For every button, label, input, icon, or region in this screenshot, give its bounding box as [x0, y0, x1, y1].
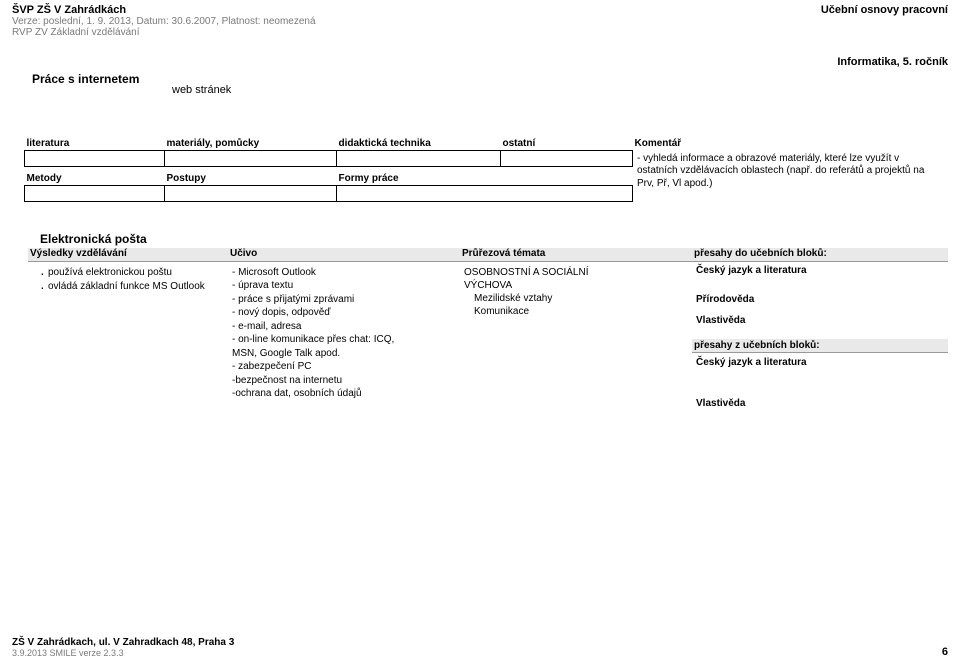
cell-ostatni: [501, 151, 633, 167]
th-komentar: Komentář: [633, 136, 945, 151]
ucivo-line: -bezpečnost na internetu: [232, 374, 454, 388]
page-root: ŠVP ZŠ V Zahrádkách Verze: poslední, 1. …: [0, 0, 960, 662]
page-number: 6: [942, 646, 948, 658]
th-materialy: materiály, pomůcky: [165, 136, 337, 151]
rvp-line: RVP ZV Základní vzdělávání: [12, 27, 316, 38]
komentar-text: - vyhledá informace a obrazové materiály…: [637, 153, 941, 191]
ucivo-line: - práce s přijatými zprávami: [232, 293, 454, 307]
footer-address: ZŠ V Zahrádkach, ul. V Zahradkach 48, Pr…: [12, 637, 234, 648]
prurez-sub: Komunikace: [464, 305, 686, 318]
th-prurez: Průřezová témata: [460, 248, 692, 262]
header-right: Učební osnovy pracovní: [821, 4, 948, 16]
cell-literatura: [25, 151, 165, 167]
school-name: ŠVP ZŠ V Zahrádkách: [12, 4, 316, 16]
prurez-sub: Mezilidské vztahy: [464, 292, 686, 305]
th-didakticka: didaktická technika: [337, 136, 501, 151]
presahy-do-item: Vlastivěda: [696, 314, 942, 327]
prurez-heading: VÝCHOVA: [464, 279, 686, 292]
presahy-z-item: Český jazyk a literatura: [696, 356, 942, 369]
cell-postupy: [165, 185, 337, 201]
footer-version: 3.9.2013 SMILE verze 2.3.3: [12, 648, 234, 658]
presahy-do-item: Český jazyk a literatura: [696, 264, 942, 277]
th-presahy-do: přesahy do učebních bloků:: [692, 248, 948, 262]
presahy-z-header: přesahy z učebních bloků:: [692, 339, 948, 353]
prurez-heading: OSOBNOSTNÍ A SOCIÁLNÍ: [464, 266, 686, 279]
resources-table: literatura materiály, pomůcky didaktická…: [24, 136, 945, 202]
ucivo-line: - Microsoft Outlook: [232, 266, 454, 280]
th-metody: Metody: [25, 171, 165, 186]
cell-vysledky: používá elektronickou poštu ovládá zákla…: [28, 261, 228, 414]
cell-ucivo: - Microsoft Outlook - úprava textu - prá…: [228, 261, 460, 414]
ucivo-line: -ochrana dat, osobních údajů: [232, 387, 454, 401]
presahy-z-item: Vlastivěda: [696, 397, 942, 410]
cell-formy: [337, 185, 633, 201]
header-left: ŠVP ZŠ V Zahrádkách Verze: poslední, 1. …: [12, 4, 316, 38]
th-ucivo: Učivo: [228, 248, 460, 262]
version-line: Verze: poslední, 1. 9. 2013, Datum: 30.6…: [12, 16, 316, 27]
page-header: ŠVP ZŠ V Zahrádkách Verze: poslední, 1. …: [12, 4, 948, 38]
subject-line: Informatika, 5. ročník: [12, 56, 948, 68]
th-vysledky: Výsledky vzdělávání: [28, 248, 228, 262]
ucivo-line: - nový dopis, odpověď: [232, 306, 454, 320]
vysledky-item: ovládá základní funkce MS Outlook: [40, 280, 222, 294]
th-formy: Formy práce: [337, 171, 633, 186]
curriculum-table: Výsledky vzdělávání Učivo Průřezová téma…: [28, 248, 948, 414]
block-title: Elektronická pošta: [40, 232, 948, 246]
cell-materialy: [165, 151, 337, 167]
ucivo-line: - e-mail, adresa: [232, 320, 454, 334]
cell-metody: [25, 185, 165, 201]
ucivo-line: - on-line komunikace přes chat: ICQ,: [232, 333, 454, 347]
cell-presahy: Český jazyk a literatura Přírodověda Vla…: [692, 261, 948, 414]
th-postupy: Postupy: [165, 171, 337, 186]
cell-didakticka: [337, 151, 501, 167]
presahy-do-item: Přírodověda: [696, 293, 942, 306]
th-ostatni: ostatní: [501, 136, 633, 151]
komentar-cell: - vyhledá informace a obrazové materiály…: [633, 151, 945, 202]
section-subtitle: web stránek: [172, 84, 948, 96]
cell-prurez: OSOBNOSTNÍ A SOCIÁLNÍ VÝCHOVA Mezilidské…: [460, 261, 692, 414]
ucivo-line: - zabezpečení PC: [232, 360, 454, 374]
th-literatura: literatura: [25, 136, 165, 151]
page-footer: ZŠ V Zahrádkach, ul. V Zahradkach 48, Pr…: [12, 637, 948, 658]
ucivo-line: - úprava textu: [232, 279, 454, 293]
ucivo-line: MSN, Google Talk apod.: [232, 347, 454, 361]
footer-left: ZŠ V Zahrádkach, ul. V Zahradkach 48, Pr…: [12, 637, 234, 658]
vysledky-item: používá elektronickou poštu: [40, 266, 222, 280]
